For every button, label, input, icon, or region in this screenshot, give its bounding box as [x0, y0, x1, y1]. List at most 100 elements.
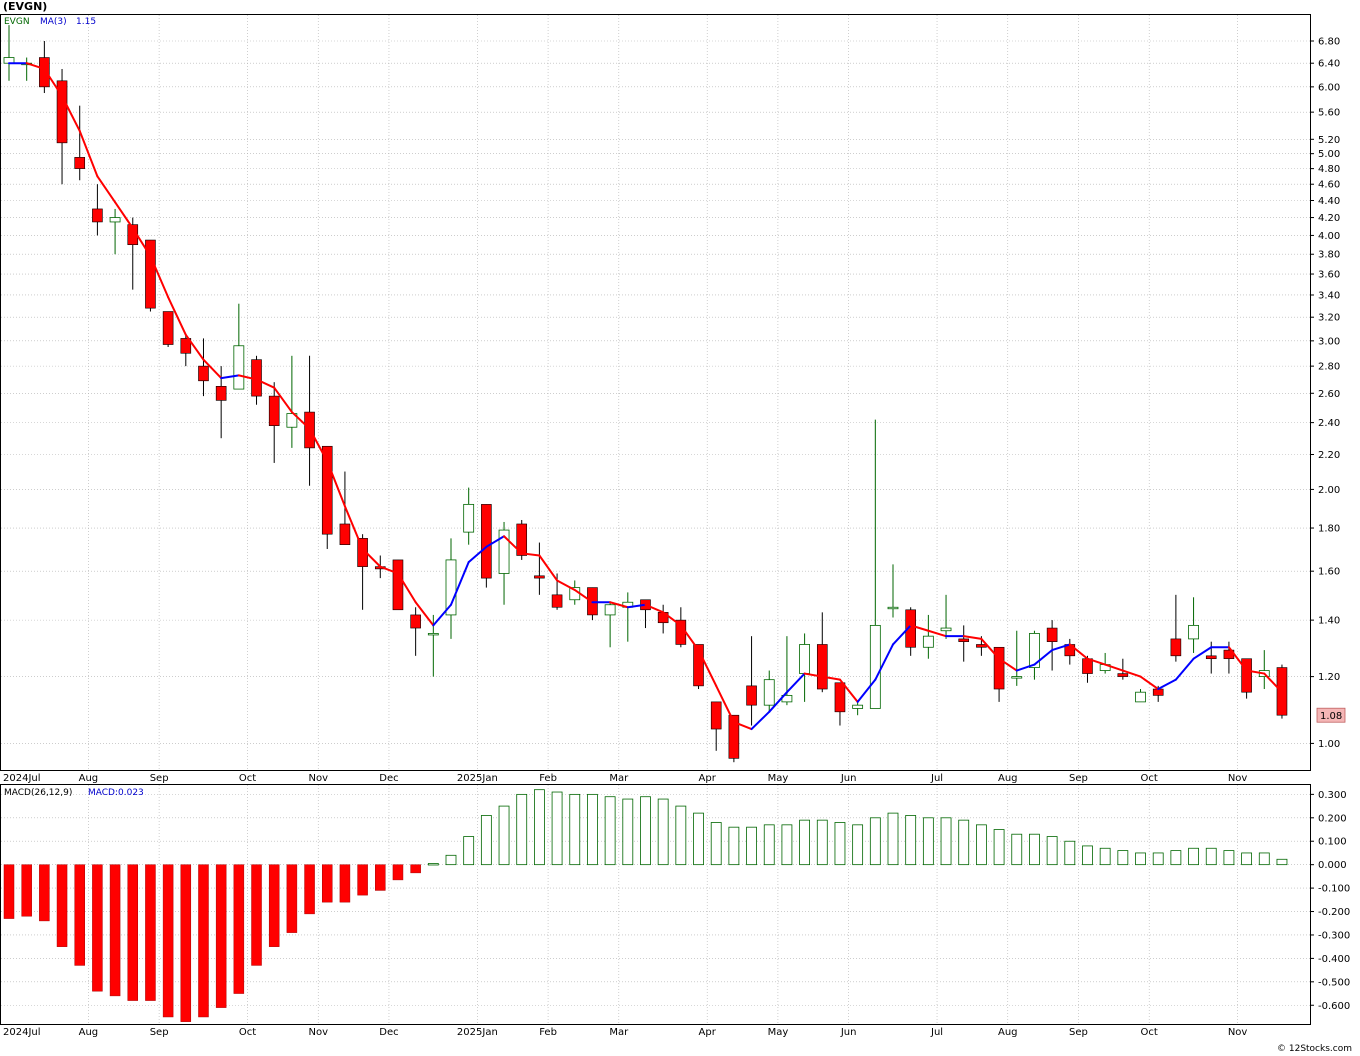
macd-bar-positive: [746, 826, 757, 866]
candle-body-down: [198, 365, 209, 382]
candle: [993, 646, 1005, 702]
ma-segment: [980, 637, 1001, 660]
candle-body-down: [905, 609, 916, 648]
candle-body-down: [357, 538, 368, 567]
candle-body-down: [392, 559, 404, 611]
macd-y-tick-label: 0.000: [1318, 860, 1347, 871]
macd-bar-positive: [887, 812, 899, 866]
candle-body-up: [869, 624, 881, 709]
candle-body-up: [1011, 676, 1023, 679]
candle: [180, 334, 192, 367]
macd-bar-positive: [427, 863, 439, 866]
candle: [1117, 658, 1129, 680]
price-month-label: Nov: [1228, 773, 1248, 784]
macd-bar-positive: [1188, 847, 1199, 866]
price-y-tick-label: 1.20: [1318, 672, 1340, 683]
price-y-tick-label: 2.00: [1318, 485, 1340, 496]
candle: [109, 208, 121, 255]
macd-bar-positive: [657, 798, 669, 866]
price-legend: EVGN MA(3) 1.15: [4, 17, 96, 27]
ma-segment: [962, 635, 983, 640]
macd-bar-negative: [3, 864, 15, 919]
candle: [1241, 658, 1252, 699]
ma-segment: [1192, 646, 1213, 660]
macd-bar-negative: [180, 864, 192, 1022]
macd-y-tick-label: -0.100: [1318, 884, 1350, 895]
price-y-tick-label: 2.60: [1318, 389, 1340, 400]
legend-ma-label: MA(3): [40, 17, 67, 27]
candle-body-up: [604, 604, 616, 616]
candle-body-down: [180, 338, 192, 354]
ma-segment: [1227, 646, 1248, 672]
candle: [816, 612, 828, 693]
ma-segment: [626, 603, 647, 609]
ma-segment: [467, 545, 488, 564]
macd-bar-positive: [1135, 852, 1146, 866]
candle-body-down: [92, 208, 103, 223]
price-month-label: Feb: [539, 773, 557, 784]
legend-ma-value: 1.15: [76, 17, 96, 27]
macd-bar-negative: [304, 864, 315, 915]
ma-segment: [450, 561, 470, 606]
macd-bar-positive: [1064, 840, 1076, 866]
price-y-tick-label: 5.20: [1318, 135, 1340, 146]
candle-body-down: [1046, 627, 1058, 642]
macd-bar-positive: [604, 796, 616, 866]
ma-segment: [361, 547, 382, 568]
candle-body-up: [922, 635, 934, 648]
macd-month-label: Nov: [1228, 1027, 1248, 1038]
price-y-tick-label: 3.00: [1318, 336, 1340, 347]
candle-body-up: [1135, 691, 1146, 703]
macd-bar-positive: [852, 824, 864, 866]
candle-body-down: [215, 386, 227, 401]
price-month-label: Jul: [930, 773, 943, 784]
legend-symbol: EVGN: [4, 17, 30, 27]
candle-body-up: [427, 633, 439, 636]
price-month-label: Sep: [150, 773, 169, 784]
candle-body-down: [1082, 658, 1093, 674]
ma-segment: [1139, 675, 1160, 691]
macd-bar-positive: [1099, 847, 1111, 866]
ma-segment: [998, 657, 1018, 672]
price-month-label: 2025Jan: [457, 773, 498, 784]
macd-bar-positive: [1258, 852, 1270, 866]
macd-x-axis: 2024Jul Aug Sep Oct Nov Dec 2025Jan Feb Mar Apr Ma…: [3, 1027, 1247, 1038]
price-month-label: 2024Jul: [3, 773, 41, 784]
candle-body-up: [445, 559, 457, 616]
price-month-label: May: [768, 773, 789, 784]
ma-segment: [715, 684, 735, 724]
candle-body-up: [233, 345, 245, 390]
macd-bar-positive: [534, 789, 545, 866]
candle: [710, 701, 722, 751]
macd-bar-positive: [1241, 852, 1252, 866]
candle: [198, 338, 209, 397]
macd-y-tick-label: -0.600: [1318, 1001, 1350, 1012]
ma-segment: [1033, 649, 1054, 666]
macd-bar-positive: [463, 836, 475, 866]
macd-bar-positive: [869, 817, 881, 866]
ma-segment: [838, 678, 859, 703]
macd-bar-positive: [675, 805, 687, 866]
macd-bar-positive: [587, 793, 598, 866]
candle-body-down: [534, 575, 545, 579]
candle: [604, 602, 616, 648]
macd-bar-positive: [1276, 858, 1288, 866]
price-month-label: Mar: [609, 773, 629, 784]
candle-body-down: [145, 239, 156, 309]
macd-bar-negative: [198, 864, 209, 1018]
candle: [392, 559, 404, 611]
chart-title: (EVGN): [3, 0, 47, 13]
ma-segment: [25, 62, 46, 70]
ma-segment: [1104, 663, 1124, 672]
candle: [746, 636, 757, 726]
ma-segment: [149, 255, 170, 299]
macd-bar-negative: [56, 864, 68, 947]
macd-month-label: 2024Jul: [3, 1027, 41, 1038]
macd-month-label: Sep: [1069, 1027, 1088, 1038]
macd-bar-positive: [976, 824, 987, 866]
macd-bar-positive: [710, 822, 722, 866]
price-y-tick-label: 6.00: [1318, 82, 1340, 93]
candle-body-down: [693, 644, 704, 687]
ma-segment: [1015, 663, 1036, 672]
